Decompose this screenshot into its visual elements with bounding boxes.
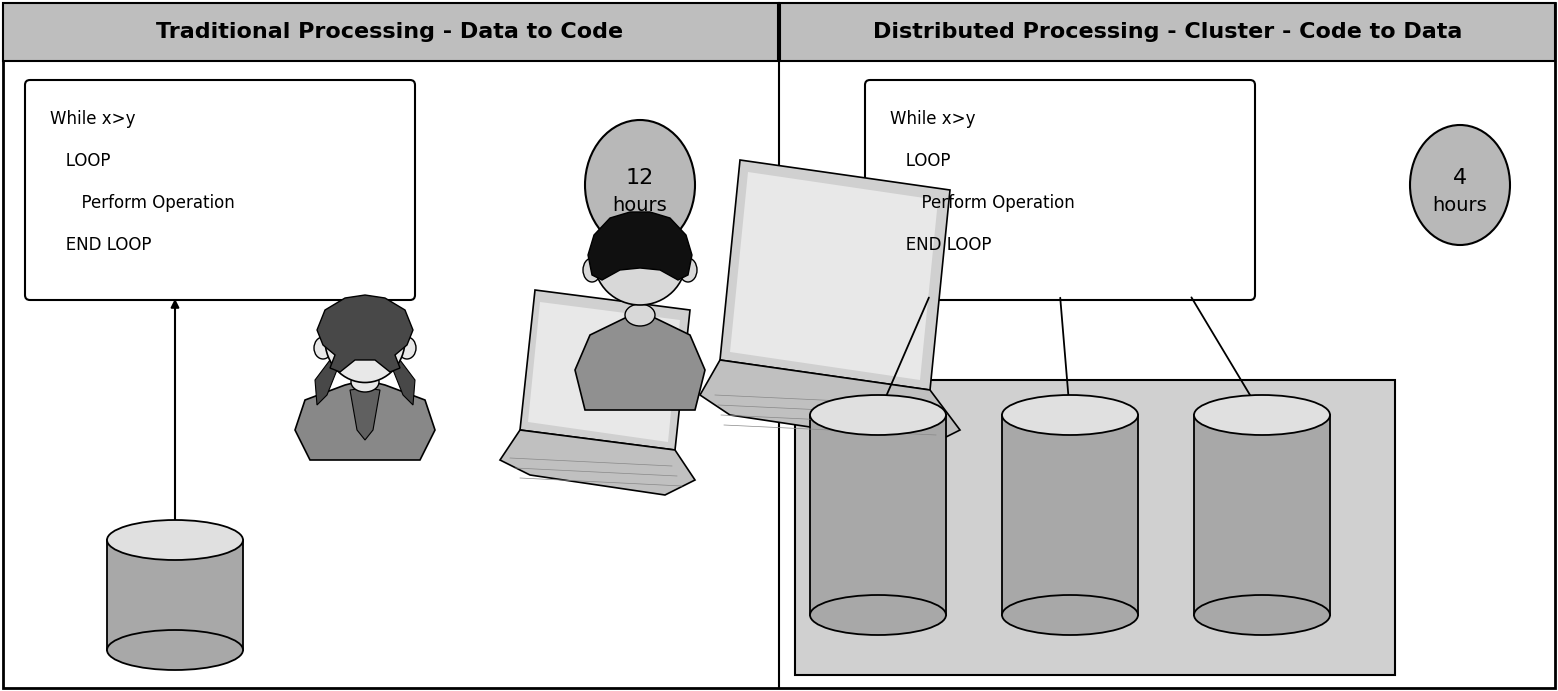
Polygon shape	[720, 160, 950, 390]
Bar	[3, 3, 777, 61]
Polygon shape	[1002, 415, 1137, 615]
Ellipse shape	[351, 372, 379, 392]
Ellipse shape	[594, 215, 686, 305]
Ellipse shape	[1410, 125, 1510, 245]
Ellipse shape	[584, 120, 695, 250]
Polygon shape	[294, 380, 435, 460]
Ellipse shape	[397, 337, 416, 359]
Ellipse shape	[1002, 395, 1137, 435]
Text: LOOP: LOOP	[50, 152, 111, 170]
Ellipse shape	[1193, 395, 1331, 435]
Polygon shape	[351, 388, 380, 440]
Text: END LOOP: END LOOP	[890, 236, 991, 254]
Polygon shape	[316, 295, 413, 372]
Polygon shape	[108, 540, 243, 650]
Polygon shape	[315, 360, 337, 405]
Ellipse shape	[583, 258, 601, 282]
Ellipse shape	[326, 298, 405, 383]
Text: 4: 4	[1454, 168, 1468, 188]
Text: hours: hours	[1433, 196, 1488, 214]
Polygon shape	[700, 360, 960, 445]
Polygon shape	[731, 172, 938, 380]
Ellipse shape	[108, 520, 243, 560]
Polygon shape	[500, 430, 695, 495]
Polygon shape	[575, 318, 706, 410]
Text: Perform Operation: Perform Operation	[50, 194, 235, 212]
Text: hours: hours	[612, 196, 667, 214]
FancyBboxPatch shape	[25, 80, 414, 300]
Bar	[781, 3, 1555, 61]
Polygon shape	[520, 290, 690, 450]
Text: LOOP: LOOP	[890, 152, 950, 170]
Ellipse shape	[1002, 595, 1137, 635]
Polygon shape	[393, 360, 414, 405]
Text: Distributed Processing - Cluster - Code to Data: Distributed Processing - Cluster - Code …	[874, 22, 1463, 42]
Text: Traditional Processing - Data to Code: Traditional Processing - Data to Code	[156, 22, 623, 42]
Polygon shape	[587, 212, 692, 280]
Text: While x>y: While x>y	[890, 110, 975, 128]
Ellipse shape	[625, 304, 654, 326]
Text: 12: 12	[626, 168, 654, 188]
Polygon shape	[810, 415, 946, 615]
Ellipse shape	[315, 337, 332, 359]
Bar	[795, 380, 1394, 675]
Polygon shape	[528, 302, 679, 442]
Ellipse shape	[810, 395, 946, 435]
Ellipse shape	[679, 258, 696, 282]
Ellipse shape	[810, 595, 946, 635]
Text: Perform Operation: Perform Operation	[890, 194, 1075, 212]
Text: END LOOP: END LOOP	[50, 236, 151, 254]
Ellipse shape	[1193, 595, 1331, 635]
FancyBboxPatch shape	[865, 80, 1256, 300]
Ellipse shape	[108, 630, 243, 670]
Polygon shape	[1193, 415, 1331, 615]
Text: While x>y: While x>y	[50, 110, 136, 128]
